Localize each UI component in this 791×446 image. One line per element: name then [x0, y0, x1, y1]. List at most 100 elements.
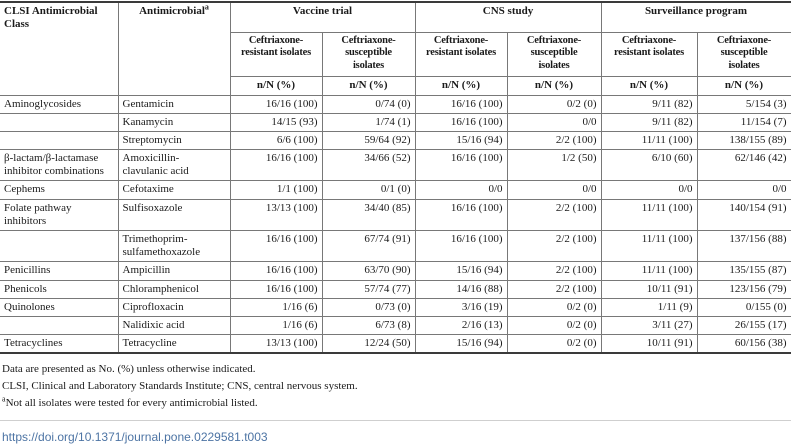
value-cell: 1/1 (100) [229, 180, 323, 200]
value-cell: 123/156 (79) [696, 279, 791, 299]
antimicrobial-cell: Trimethoprim- sulfamethoxazole [117, 229, 231, 263]
value-cell: 15/16 (94) [414, 261, 508, 281]
value-cell: 0/0 [506, 180, 602, 200]
footnote-a: aNot all isolates were tested for every … [2, 394, 791, 411]
value-cell: 5/154 (3) [696, 94, 791, 114]
value-cell: 16/16 (100) [229, 149, 323, 182]
value-cell: 14/16 (88) [414, 279, 508, 299]
antimicrobial-cell: Gentamicin [117, 94, 231, 114]
subheader-surveillance-susceptible: Ceftriaxone- susceptible isolates [696, 31, 791, 77]
value-cell: 12/24 (50) [321, 334, 416, 355]
value-cell: 2/2 (100) [506, 229, 602, 263]
value-cell: 16/16 (100) [414, 149, 508, 182]
antimicrobial-cell: Amoxicillin- clavulanic acid [117, 149, 231, 182]
class-cell: Folate pathway inhibitors [0, 198, 119, 232]
value-cell: 2/2 (100) [506, 261, 602, 281]
value-cell: 3/11 (27) [600, 315, 698, 336]
value-cell: 2/16 (13) [414, 315, 508, 336]
value-cell: 67/74 (91) [321, 229, 416, 263]
value-cell: 11/11 (100) [600, 261, 698, 281]
antimicrobial-cell: Cefotaxime [117, 180, 231, 200]
doi-link[interactable]: https://doi.org/10.1371/journal.pone.022… [2, 429, 268, 444]
table-row: Streptomycin 6/6 (100) 59/64 (92) 15/16 … [0, 130, 791, 151]
value-cell: 14/15 (93) [229, 112, 323, 132]
value-cell: 34/66 (52) [321, 149, 416, 182]
class-cell [0, 229, 119, 263]
value-cell: 138/155 (89) [696, 130, 791, 151]
col-header-clsi-class: CLSI Antimicrobial Class [0, 1, 119, 96]
antimicrobial-cell: Ampicillin [117, 261, 231, 281]
table-header: CLSI Antimicrobial Class Antimicrobiala … [0, 1, 791, 96]
value-cell: 2/2 (100) [506, 130, 602, 151]
value-cell: 0/155 (0) [696, 297, 791, 317]
value-cell: 0/2 (0) [506, 334, 602, 355]
antimicrobial-resistance-table: CLSI Antimicrobial Class Antimicrobiala … [0, 1, 791, 355]
value-cell: 1/16 (6) [229, 297, 323, 317]
value-cell: 0/0 [696, 180, 791, 200]
value-cell: 16/16 (100) [414, 94, 508, 114]
table-row: Phenicols Chloramphenicol 16/16 (100) 57… [0, 279, 791, 299]
class-cell: β-lactam/β-lactamase inhibitor combinati… [0, 149, 119, 182]
footnote-text: CLSI, Clinical and Laboratory Standards … [2, 380, 358, 393]
group-header-cns-study: CNS study [414, 1, 602, 33]
class-cell: Quinolones [0, 297, 119, 317]
footnote-marker-a: a [2, 394, 6, 404]
antimicrobial-cell: Tetracycline [117, 334, 231, 355]
value-cell: 0/1 (0) [321, 180, 416, 200]
class-cell: Phenicols [0, 279, 119, 299]
col-header-antimicrobial-label: Antimicrobial [139, 5, 205, 17]
value-cell: 16/16 (100) [414, 229, 508, 263]
table-row: Cephems Cefotaxime 1/1 (100) 0/1 (0) 0/0… [0, 180, 791, 200]
table-row: Trimethoprim- sulfamethoxazole 16/16 (10… [0, 229, 791, 263]
value-cell: 6/6 (100) [229, 130, 323, 151]
subheader-cns-susceptible: Ceftriaxone- susceptible isolates [506, 31, 602, 77]
value-cell: 34/40 (85) [321, 198, 416, 232]
class-cell: Cephems [0, 180, 119, 200]
value-cell: 62/146 (42) [696, 149, 791, 182]
class-cell [0, 130, 119, 151]
antimicrobial-cell: Kanamycin [117, 112, 231, 132]
footnote-data-presentation: Data are presented as No. (%) unless oth… [2, 363, 791, 377]
subheader-cns-resistant: Ceftriaxone- resistant isolates [414, 31, 508, 77]
group-header-row: CLSI Antimicrobial Class Antimicrobiala … [0, 1, 791, 96]
doi-row: https://doi.org/10.1371/journal.pone.022… [0, 428, 791, 446]
table-footnotes: Data are presented as No. (%) unless oth… [2, 363, 791, 410]
divider-line [0, 419, 791, 421]
unit-header: n/N (%) [414, 75, 508, 96]
value-cell: 11/11 (100) [600, 198, 698, 232]
value-cell: 6/73 (8) [321, 315, 416, 336]
table-row: Kanamycin 14/15 (93) 1/74 (1) 16/16 (100… [0, 112, 791, 132]
value-cell: 15/16 (94) [414, 130, 508, 151]
footnote-marker-a: a [204, 2, 209, 12]
footnote-abbreviations: CLSI, Clinical and Laboratory Standards … [2, 380, 791, 394]
value-cell: 1/11 (9) [600, 297, 698, 317]
value-cell: 10/11 (91) [600, 334, 698, 355]
subheader-vaccine-susceptible: Ceftriaxone- susceptible isolates [321, 31, 416, 77]
value-cell: 11/11 (100) [600, 229, 698, 263]
unit-header: n/N (%) [600, 75, 698, 96]
value-cell: 2/2 (100) [506, 279, 602, 299]
table-row: Nalidixic acid 1/16 (6) 6/73 (8) 2/16 (1… [0, 315, 791, 336]
antimicrobial-cell: Streptomycin [117, 130, 231, 151]
subgroup-header-row: Ceftriaxone- resistant isolates Ceftriax… [0, 31, 791, 77]
value-cell: 16/16 (100) [229, 94, 323, 114]
value-cell: 140/154 (91) [696, 198, 791, 232]
value-cell: 13/13 (100) [229, 198, 323, 232]
col-header-antimicrobial: Antimicrobiala [117, 1, 231, 96]
group-header-vaccine-trial: Vaccine trial [229, 1, 416, 33]
value-cell: 60/156 (38) [696, 334, 791, 355]
footnote-text: Data are presented as No. (%) unless oth… [2, 363, 256, 376]
unit-header: n/N (%) [506, 75, 602, 96]
value-cell: 16/16 (100) [229, 261, 323, 281]
subheader-vaccine-resistant: Ceftriaxone- resistant isolates [229, 31, 323, 77]
antimicrobial-cell: Ciprofloxacin [117, 297, 231, 317]
value-cell: 3/16 (19) [414, 297, 508, 317]
value-cell: 63/70 (90) [321, 261, 416, 281]
class-cell: Tetracyclines [0, 334, 119, 355]
value-cell: 16/16 (100) [414, 112, 508, 132]
table-row: Tetracyclines Tetracycline 13/13 (100) 1… [0, 334, 791, 355]
table-row: β-lactam/β-lactamase inhibitor combinati… [0, 149, 791, 182]
class-cell: Aminoglycosides [0, 94, 119, 114]
table-row: Aminoglycosides Gentamicin 16/16 (100) 0… [0, 94, 791, 114]
